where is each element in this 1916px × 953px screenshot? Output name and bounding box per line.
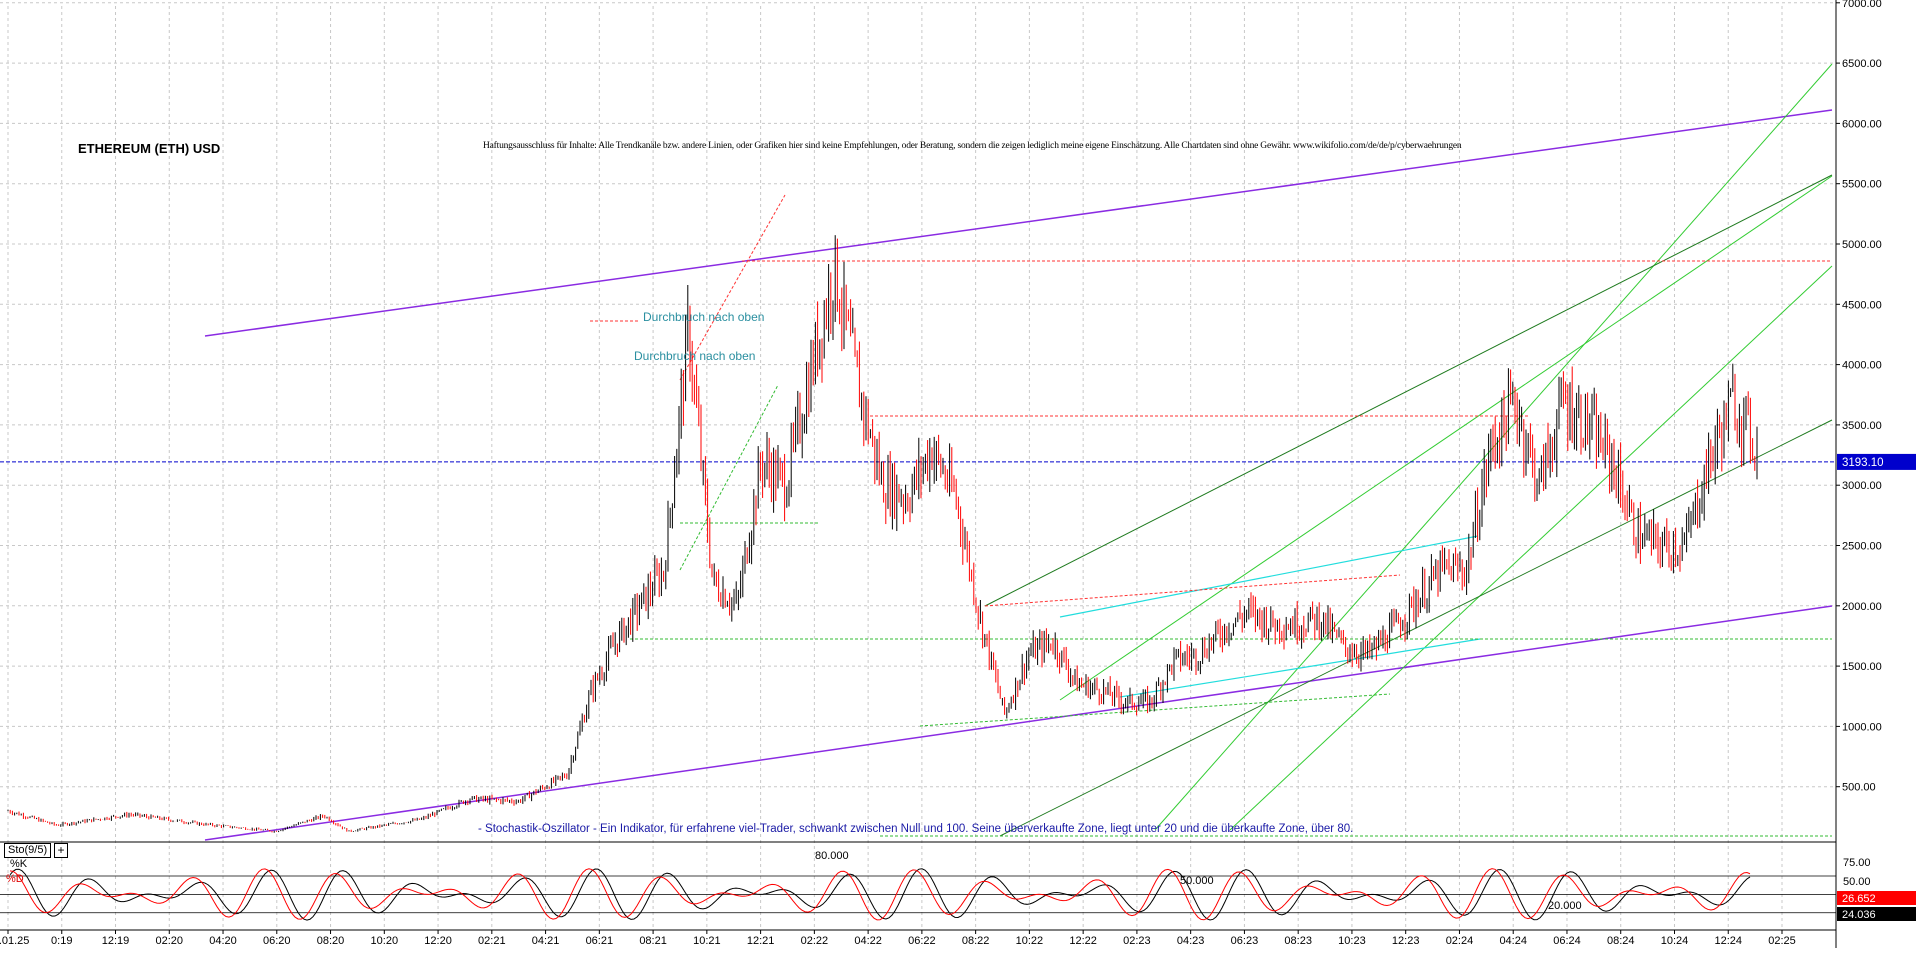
y-tick-label: 2000.00 xyxy=(1842,601,1882,613)
x-tick-label: 0:19 xyxy=(51,935,72,947)
x-tick-label: 08:22 xyxy=(962,935,990,947)
x-tick-label: 02:22 xyxy=(801,935,829,947)
y-tick-label: 4000.00 xyxy=(1842,360,1882,372)
x-tick-label: 12:21 xyxy=(747,935,775,947)
stoch-d-line xyxy=(9,868,1751,921)
stoch-level-label: 50.000 xyxy=(1180,875,1214,887)
y-tick-label: 500.00 xyxy=(1842,782,1876,794)
y-tick-label: 4500.00 xyxy=(1842,299,1882,311)
x-tick-label: 04:22 xyxy=(854,935,882,947)
x-tick-label: 06:23 xyxy=(1231,935,1259,947)
trend-line-cyan xyxy=(1059,535,1479,618)
k-value-badge xyxy=(1837,891,1916,905)
trend-line-cyan xyxy=(1119,638,1481,698)
y-tick-label: 6000.00 xyxy=(1842,118,1882,130)
x-tick-label: 10:23 xyxy=(1338,935,1366,947)
x-tick-label: 06:21 xyxy=(586,935,614,947)
y-tick-label: 1000.00 xyxy=(1842,721,1882,733)
x-tick-label: 02:23 xyxy=(1123,935,1151,947)
indicator-name[interactable]: Sto(9/5) xyxy=(4,843,52,858)
trend-channel-line xyxy=(204,109,1833,337)
x-tick-label: 06:24 xyxy=(1553,935,1581,947)
y-tick-label: 5000.00 xyxy=(1842,239,1882,251)
x-tick-label: 06:22 xyxy=(908,935,936,947)
y-tick-label: 7000.00 xyxy=(1842,0,1882,10)
stochastic-description: - Stochastik-Oszillator - Ein Indikator,… xyxy=(478,823,1354,835)
trend-line-light xyxy=(1229,265,1833,831)
current-price-label: 3193.10 xyxy=(1842,457,1884,469)
x-tick-label: 12:23 xyxy=(1392,935,1420,947)
x-tick-label: 12:20 xyxy=(424,935,452,947)
chart-title: ETHEREUM (ETH) USD xyxy=(78,141,221,156)
y-tick-label: 3000.00 xyxy=(1842,480,1882,492)
x-tick-label: 15.01.25 xyxy=(0,935,29,947)
x-tick-label: 10:24 xyxy=(1661,935,1689,947)
stoch-k-line xyxy=(9,868,1751,921)
trend-channel-line xyxy=(204,605,1833,841)
annotation-breakout-2: Durchbruch nach oben xyxy=(634,349,756,363)
y-tick-label: 3500.00 xyxy=(1842,420,1882,432)
x-tick-label: 08:23 xyxy=(1284,935,1312,947)
breakout-line-dashed xyxy=(679,194,786,381)
x-tick-label: 04:21 xyxy=(532,935,560,947)
x-tick-label: 10:21 xyxy=(693,935,721,947)
level-line-dashed xyxy=(919,693,1391,727)
stoch-level-label: 80.000 xyxy=(815,850,849,862)
x-tick-label: 10:20 xyxy=(371,935,399,947)
stoch-axis-label: 75.00 xyxy=(1843,857,1871,869)
annotation-breakout-1: Durchbruch nach oben xyxy=(643,310,765,324)
x-tick-label: 12:19 xyxy=(102,935,130,947)
x-tick-label: 04:20 xyxy=(209,935,237,947)
x-tick-label: 02:20 xyxy=(156,935,184,947)
disclaimer-text: Haftungsausschluss für Inhalte: Alle Tre… xyxy=(483,141,1462,151)
stoch-axis-label: 50.00 xyxy=(1843,876,1871,888)
x-tick-label: 08:24 xyxy=(1607,935,1635,947)
y-tick-label: 6500.00 xyxy=(1842,58,1882,70)
x-tick-label: 08:20 xyxy=(317,935,345,947)
x-tick-label: 10:22 xyxy=(1016,935,1044,947)
y-tick-label: 2500.00 xyxy=(1842,541,1882,553)
k-label: %K xyxy=(10,858,28,870)
current-price-badge xyxy=(1837,453,1916,470)
trend-line-dark xyxy=(984,174,1833,607)
x-tick-label: 04:23 xyxy=(1177,935,1205,947)
x-tick-label: 02:25 xyxy=(1768,935,1796,947)
d-label: %D xyxy=(6,873,24,885)
d-value-badge xyxy=(1837,907,1916,921)
x-tick-label: 12:22 xyxy=(1069,935,1097,947)
y-tick-label: 5500.00 xyxy=(1842,179,1882,191)
d-value-label: 24.036 xyxy=(1842,909,1876,921)
add-indicator-button[interactable]: + xyxy=(54,843,68,858)
x-tick-label: 06:20 xyxy=(263,935,291,947)
x-tick-label: 12:24 xyxy=(1714,935,1742,947)
x-tick-label: 04:24 xyxy=(1499,935,1527,947)
stoch-level-label: 20.000 xyxy=(1548,900,1582,912)
x-tick-label: 02:24 xyxy=(1446,935,1474,947)
level-line-dashed xyxy=(984,574,1401,607)
breakout-line-dashed xyxy=(679,384,779,571)
k-value-label: 26.652 xyxy=(1842,893,1876,905)
trend-line-light xyxy=(1059,175,1833,701)
x-tick-label: 02:21 xyxy=(478,935,506,947)
y-tick-label: 1500.00 xyxy=(1842,661,1882,673)
x-tick-label: 08:21 xyxy=(639,935,667,947)
